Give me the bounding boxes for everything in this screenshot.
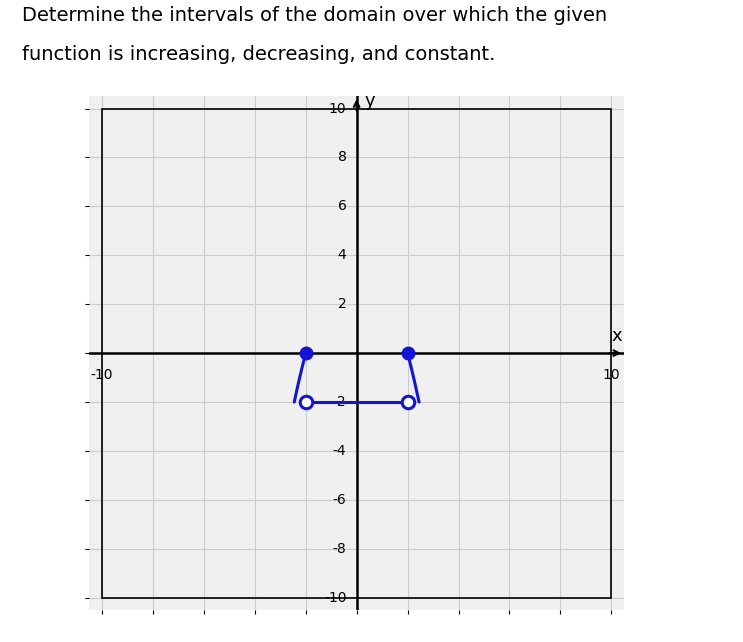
Text: -10: -10 — [324, 591, 346, 605]
Text: 10: 10 — [329, 101, 346, 116]
Text: 4: 4 — [338, 248, 346, 263]
Text: 2: 2 — [338, 297, 346, 311]
Text: -2: -2 — [333, 395, 346, 409]
Text: x: x — [611, 327, 622, 345]
Text: 8: 8 — [337, 150, 346, 164]
Text: -8: -8 — [333, 542, 346, 556]
Text: Determine the intervals of the domain over which the given: Determine the intervals of the domain ov… — [22, 6, 608, 26]
Text: function is increasing, decreasing, and constant.: function is increasing, decreasing, and … — [22, 45, 496, 64]
Text: 6: 6 — [337, 200, 346, 213]
Text: -4: -4 — [333, 444, 346, 458]
Text: y: y — [364, 92, 374, 110]
Text: 10: 10 — [603, 368, 620, 382]
Text: -10: -10 — [91, 368, 113, 382]
Text: -6: -6 — [333, 493, 346, 507]
